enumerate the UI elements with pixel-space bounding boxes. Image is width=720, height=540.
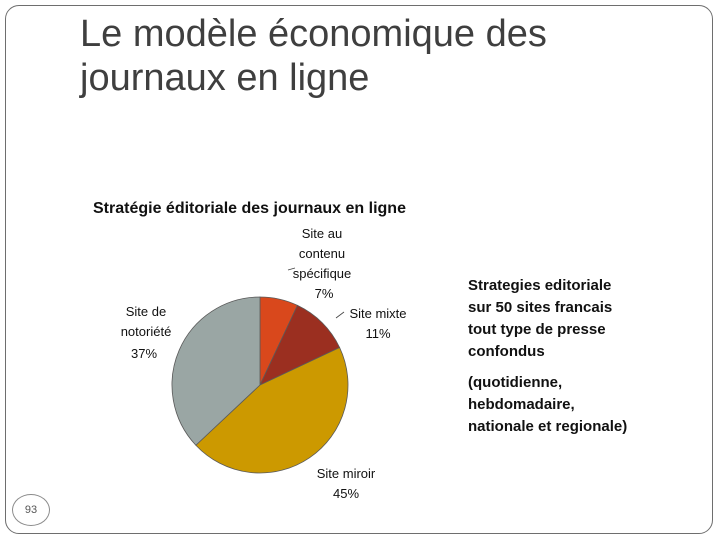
slice-percent-label: 11% [365, 326, 390, 341]
side-description-line: confondus [468, 343, 545, 360]
side-description: Strategies editoriale sur 50 sites franc… [468, 275, 698, 363]
pie-slice-3 [195, 346, 349, 474]
slide-frame [5, 5, 713, 534]
leader-line [335, 311, 345, 319]
slice-label-line: Site miroir [317, 466, 376, 481]
slide-title-line-1: Le modèle économique des [80, 13, 547, 55]
side-note: (quotidienne, hebdomadaire, nationale et… [468, 372, 698, 438]
slice-percent-label: 37% [131, 346, 157, 361]
slice-label-line: spécifique [293, 266, 352, 281]
slice-label-line: notoriété [121, 324, 172, 339]
chart-title: Stratégie éditoriale des journaux en lig… [93, 200, 406, 217]
slice-label-line: Site de [126, 304, 166, 319]
slice-percent-label: 7% [315, 286, 334, 301]
side-note-line: hebdomadaire, [468, 396, 575, 413]
side-note-line: (quotidienne, [468, 374, 563, 391]
side-note-line: nationale et regionale) [468, 418, 628, 435]
side-description-line: sur 50 sites francais [468, 299, 613, 316]
side-description-line: tout type de presse [468, 321, 606, 338]
slide-title: Le modèle économique des journaux en lig… [80, 12, 680, 100]
page-number-badge: 93 [12, 494, 50, 526]
leader-lines [287, 267, 345, 319]
slide-title-line-2: journaux en ligne [80, 57, 370, 99]
leader-line [287, 267, 296, 271]
pie-slices [171, 296, 349, 474]
side-description-line: Strategies editoriale [468, 277, 612, 294]
pie-slice-4 [171, 296, 261, 446]
slice-label-line: contenu [299, 246, 345, 261]
slice-percent-label: 45% [333, 486, 359, 501]
slice-label-line: Site mixte [349, 306, 406, 321]
slice-labels: Site au contenu spécifique 7% Site mixte 11% S… [121, 226, 407, 501]
slice-label-line: Site au [302, 226, 342, 241]
